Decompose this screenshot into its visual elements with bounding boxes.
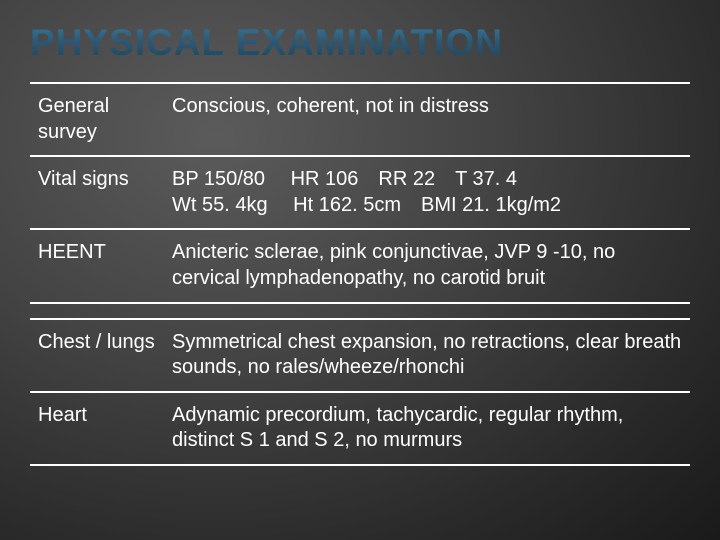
row-value: Adynamic precordium, tachycardic, regula… — [164, 392, 690, 465]
row-label: Vital signs — [30, 156, 164, 229]
row-label: HEENT — [30, 229, 164, 302]
slide-title: PHYSICAL EXAMINATION — [30, 22, 690, 64]
table-row: General survey Conscious, coherent, not … — [30, 83, 690, 156]
table-row: Chest / lungs Symmetrical chest expansio… — [30, 319, 690, 392]
row-spacer — [30, 303, 690, 319]
table-row: Heart Adynamic precordium, tachycardic, … — [30, 392, 690, 465]
row-value: Anicteric sclerae, pink conjunctivae, JV… — [164, 229, 690, 302]
row-value: Conscious, coherent, not in distress — [164, 83, 690, 156]
row-label: Chest / lungs — [30, 319, 164, 392]
row-value: Symmetrical chest expansion, no retracti… — [164, 319, 690, 392]
table-row: HEENT Anicteric sclerae, pink conjunctiv… — [30, 229, 690, 302]
row-value: BP 150/80 HR 106 RR 22 T 37. 4 Wt 55. 4k… — [164, 156, 690, 229]
slide: PHYSICAL EXAMINATION General survey Cons… — [0, 0, 720, 540]
exam-table: General survey Conscious, coherent, not … — [30, 82, 690, 466]
row-label: General survey — [30, 83, 164, 156]
row-label: Heart — [30, 392, 164, 465]
table-row: Vital signs BP 150/80 HR 106 RR 22 T 37.… — [30, 156, 690, 229]
